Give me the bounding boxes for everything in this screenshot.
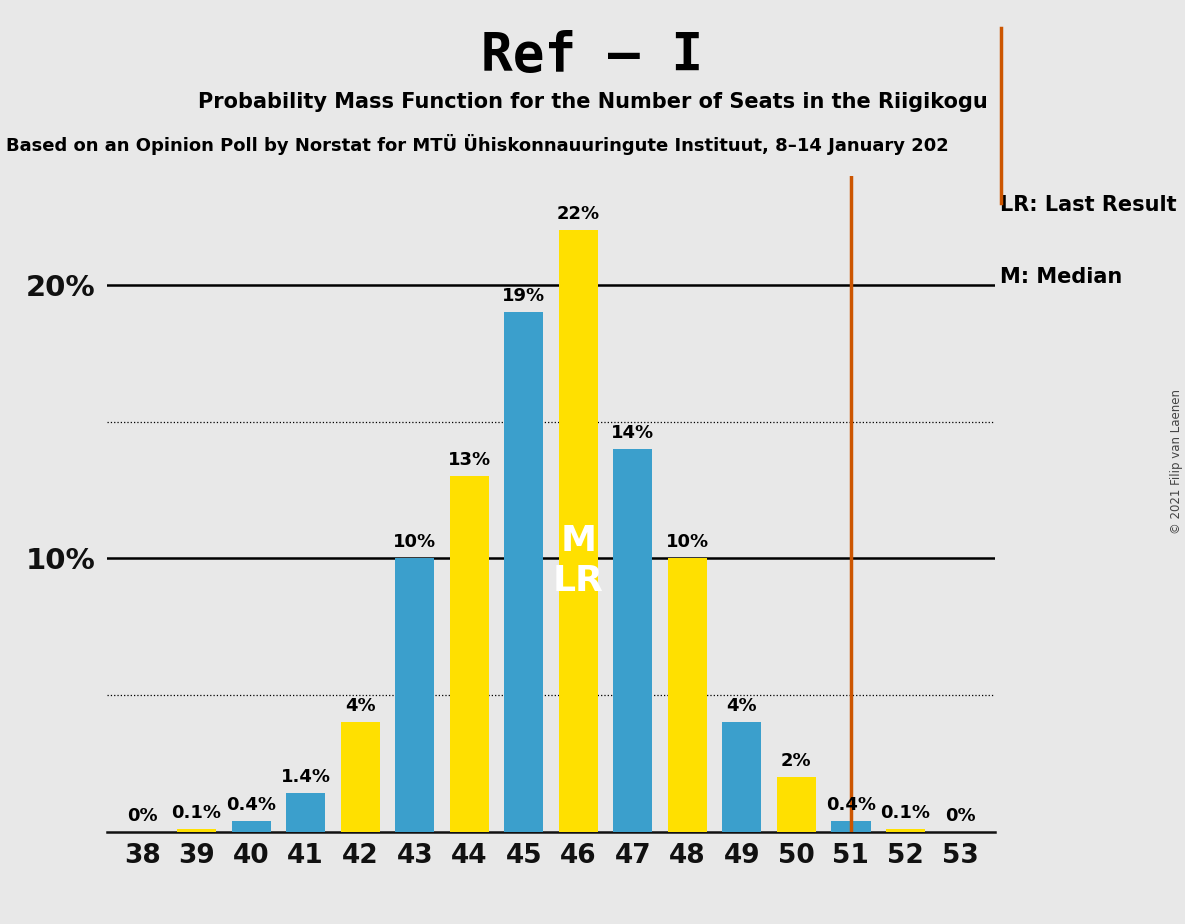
Bar (340, 723, 380, 832)
Text: 4%: 4% (345, 698, 376, 715)
Text: 1.4%: 1.4% (281, 769, 331, 786)
Text: 10%: 10% (666, 533, 709, 552)
Text: 0.1%: 0.1% (172, 804, 222, 822)
Text: Based on an Opinion Poll by Norstat for MTÜ Ühiskonnauuringute Instituut, 8–14 J: Based on an Opinion Poll by Norstat for … (6, 134, 949, 155)
Text: 10%: 10% (393, 533, 436, 552)
Text: Ref – I: Ref – I (481, 30, 704, 81)
Text: 0%: 0% (944, 807, 975, 825)
Bar (776, 777, 816, 832)
Text: M: Median: M: Median (1000, 267, 1122, 287)
Text: © 2021 Filip van Laenen: © 2021 Filip van Laenen (1171, 390, 1183, 534)
Text: M
LR: M LR (553, 524, 603, 598)
Bar (449, 476, 489, 832)
Bar (722, 723, 762, 832)
Text: 0.1%: 0.1% (880, 804, 930, 822)
Bar (613, 449, 653, 832)
Text: 22%: 22% (557, 205, 600, 224)
Text: 19%: 19% (502, 287, 545, 306)
Text: Probability Mass Function for the Number of Seats in the Riigikogu: Probability Mass Function for the Number… (198, 92, 987, 113)
Text: 4%: 4% (726, 698, 757, 715)
Text: 0.4%: 0.4% (826, 796, 876, 814)
Text: 0%: 0% (127, 807, 158, 825)
Bar (886, 829, 925, 832)
Bar (504, 312, 544, 832)
Bar (832, 821, 871, 832)
Text: 13%: 13% (448, 452, 491, 469)
Text: 14%: 14% (611, 424, 654, 442)
Text: 0.4%: 0.4% (226, 796, 276, 814)
Bar (558, 230, 598, 832)
Bar (395, 558, 435, 832)
Bar (667, 558, 707, 832)
Text: 2%: 2% (781, 752, 812, 770)
Bar (177, 829, 216, 832)
Bar (231, 821, 270, 832)
Bar (286, 794, 326, 832)
Text: LR: Last Result: LR: Last Result (1000, 195, 1177, 215)
